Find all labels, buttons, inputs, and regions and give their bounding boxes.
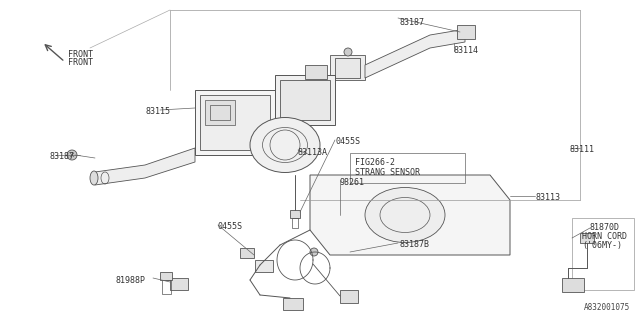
Bar (205, 100, 235, 125)
Text: 0455S: 0455S (218, 222, 243, 231)
Polygon shape (92, 148, 195, 185)
Bar (457, 25, 475, 39)
Text: 83187: 83187 (400, 18, 425, 27)
Ellipse shape (250, 117, 320, 172)
Bar (210, 105, 230, 120)
Text: 83115: 83115 (145, 107, 170, 116)
Bar (162, 280, 171, 294)
Bar (330, 55, 365, 80)
Polygon shape (310, 175, 510, 255)
Bar (283, 298, 303, 310)
Bar (160, 272, 172, 280)
Bar (340, 290, 358, 303)
Text: 83187B: 83187B (400, 240, 430, 249)
Polygon shape (365, 30, 465, 78)
Bar (240, 248, 254, 258)
Ellipse shape (365, 188, 445, 243)
Text: 83114: 83114 (453, 46, 478, 55)
Text: A832001075: A832001075 (584, 303, 630, 312)
Circle shape (67, 150, 77, 160)
Bar (292, 218, 298, 228)
Text: 83113A: 83113A (298, 148, 328, 157)
Text: 0455S: 0455S (335, 137, 360, 146)
Text: ('06MY-): ('06MY-) (582, 241, 622, 250)
Text: 81988P: 81988P (115, 276, 145, 285)
Bar (200, 95, 270, 150)
Bar (195, 90, 275, 155)
Text: STRANG SENSOR: STRANG SENSOR (355, 168, 420, 177)
Text: FRONT: FRONT (68, 50, 93, 59)
Bar (275, 75, 335, 125)
Bar (580, 233, 594, 243)
Text: 98261: 98261 (340, 178, 365, 187)
Bar (305, 65, 327, 79)
Text: 83113: 83113 (535, 193, 560, 202)
Text: HORN CORD: HORN CORD (582, 232, 627, 241)
Text: 83187: 83187 (50, 152, 75, 161)
Bar (290, 210, 300, 218)
Text: FIG266-2: FIG266-2 (355, 158, 395, 167)
Bar (572, 218, 634, 290)
Text: 81870D: 81870D (590, 223, 620, 232)
Bar (335, 58, 360, 78)
Ellipse shape (90, 171, 98, 185)
Text: FRONT: FRONT (68, 58, 93, 67)
Text: 83111: 83111 (570, 145, 595, 154)
Bar (170, 278, 188, 290)
Bar (562, 278, 584, 292)
Circle shape (344, 48, 352, 56)
Bar (280, 80, 330, 120)
Bar (255, 260, 273, 272)
Bar (350, 153, 465, 183)
Circle shape (310, 248, 318, 256)
